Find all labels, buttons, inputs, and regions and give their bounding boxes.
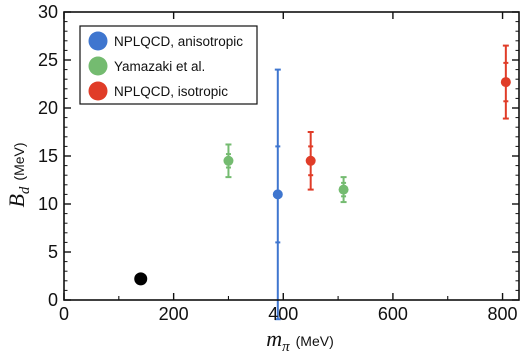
data-point-group xyxy=(305,131,316,191)
x-tick-label: 400 xyxy=(268,304,298,324)
data-point xyxy=(338,184,349,195)
x-axis-label: mπ (MeV) xyxy=(266,326,334,353)
data-point-group xyxy=(500,44,511,120)
y-tick-label: 25 xyxy=(38,50,58,70)
legend-label: NPLQCD, anisotropic xyxy=(114,34,243,49)
y-axis-label: Bd (MeV) xyxy=(4,142,33,207)
data-point-group xyxy=(272,68,283,321)
svg-text:Bd(MeV): Bd (MeV) xyxy=(4,142,33,207)
legend-marker xyxy=(88,81,108,101)
physical-point-marker xyxy=(134,272,148,286)
y-axis-unit: (MeV) xyxy=(11,142,27,180)
data-layer xyxy=(134,44,511,321)
legend-marker xyxy=(88,31,108,51)
y-tick-label: 20 xyxy=(38,98,58,118)
x-tick-label: 800 xyxy=(488,304,518,324)
data-point xyxy=(305,155,316,166)
x-tick-label: 0 xyxy=(59,304,69,324)
data-point-group xyxy=(223,143,234,179)
data-point xyxy=(223,155,234,166)
y-tick-label: 15 xyxy=(38,146,58,166)
y-tick-label: 5 xyxy=(48,242,58,262)
x-tick-label: 200 xyxy=(159,304,189,324)
legend: NPLQCD, anisotropic Yamazaki et al. NPLQCD… xyxy=(79,25,258,105)
y-axis-symbol: B xyxy=(4,194,29,207)
x-axis-unit: (MeV) xyxy=(296,333,334,349)
data-point xyxy=(500,77,511,88)
legend-marker xyxy=(88,56,108,76)
y-tick-label: 10 xyxy=(38,194,58,214)
x-axis-subscript: π xyxy=(282,339,290,353)
legend-label: Yamazaki et al. xyxy=(114,59,205,74)
svg-text:mπ(MeV): mπ (MeV) xyxy=(266,326,334,353)
data-point-group xyxy=(338,176,349,204)
y-tick-label: 30 xyxy=(38,2,58,22)
y-tick-label: 0 xyxy=(48,290,58,310)
y-axis-subscript: d xyxy=(17,186,33,194)
axes: 0 200 400 600 800 0 5 10 15 20 25 30 xyxy=(38,2,520,324)
data-point xyxy=(272,189,283,200)
x-tick-label: 600 xyxy=(378,304,408,324)
legend-box xyxy=(79,25,258,105)
x-axis-symbol: m xyxy=(266,326,282,351)
legend-label: NPLQCD, isotropic xyxy=(114,84,228,99)
